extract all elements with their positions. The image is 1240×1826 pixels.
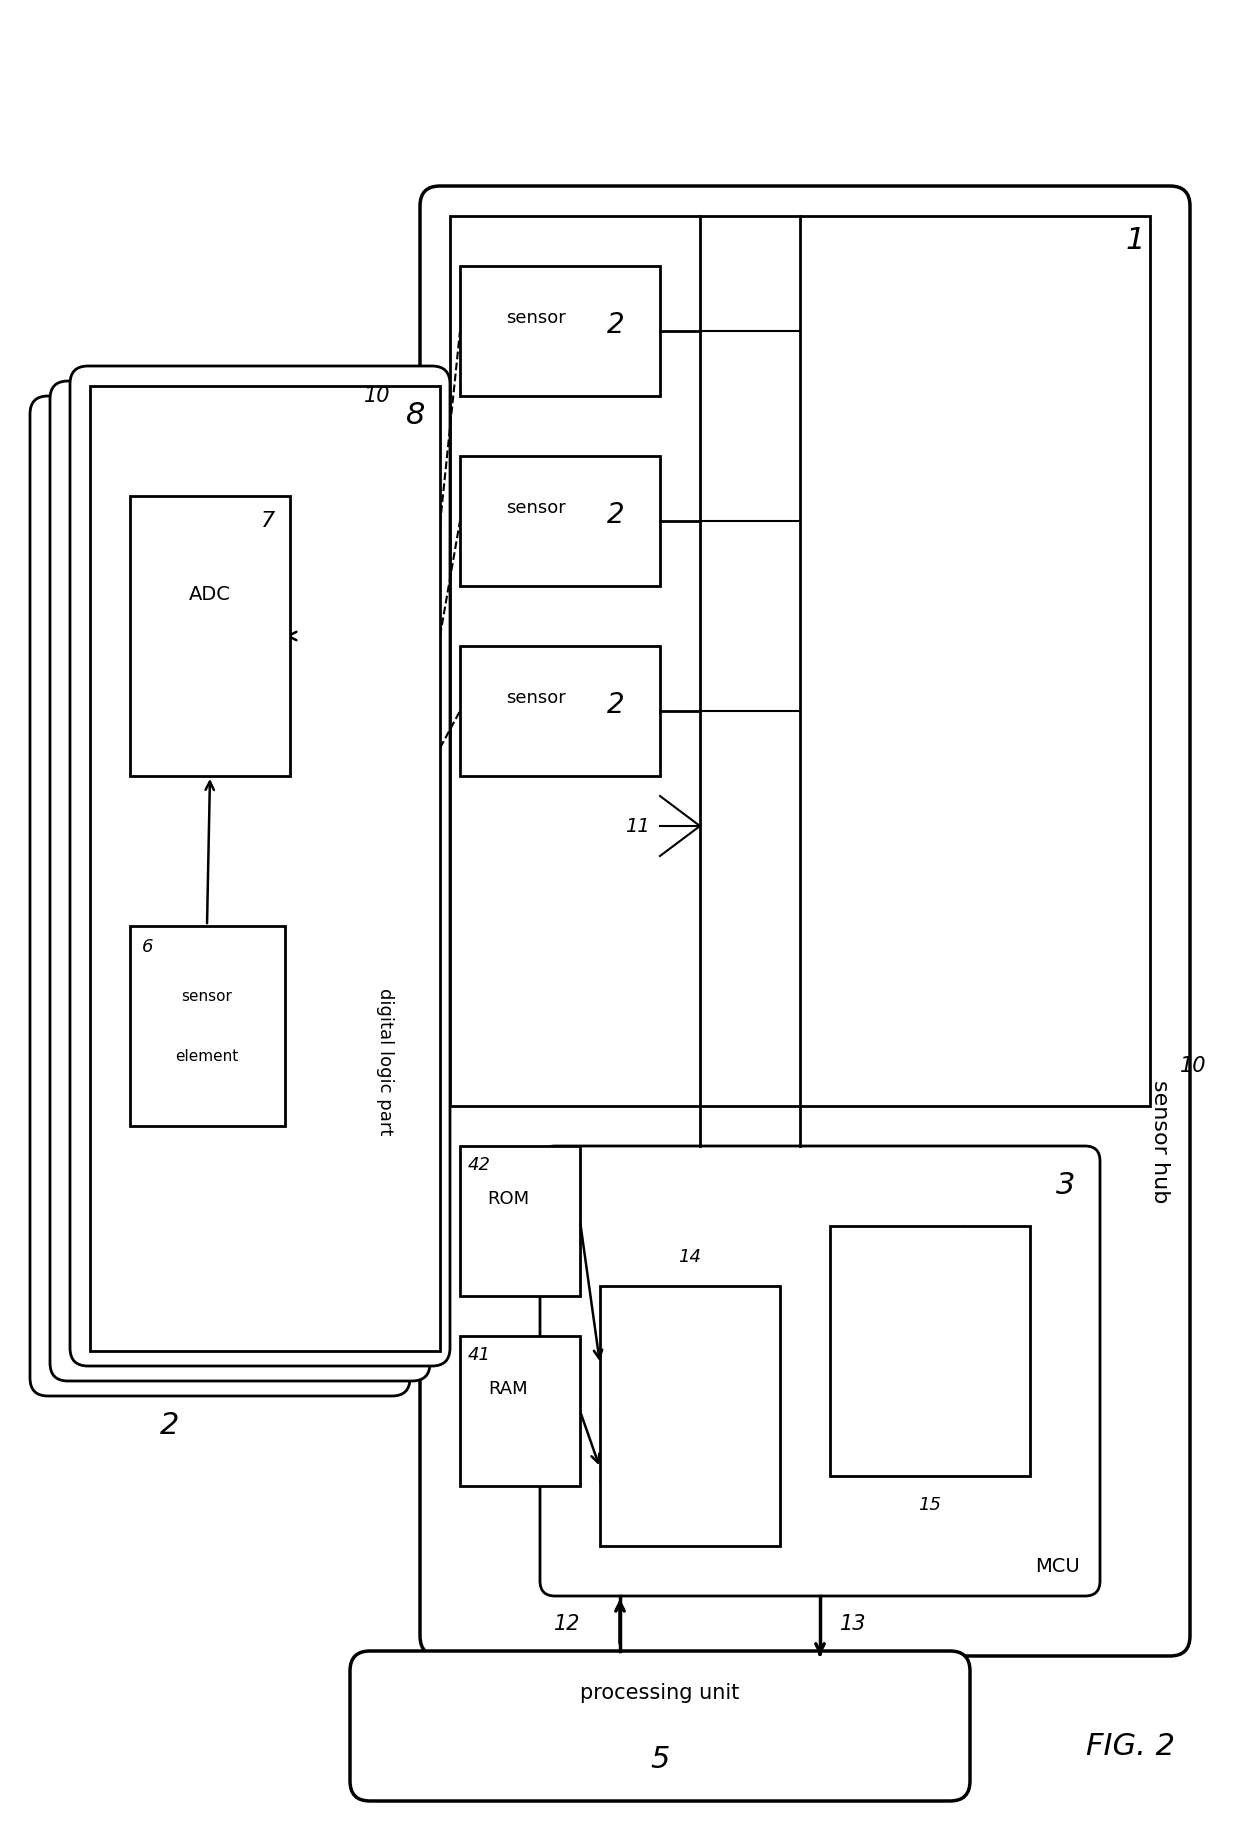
Text: 13: 13 xyxy=(839,1614,867,1634)
Text: 12: 12 xyxy=(553,1614,580,1634)
Text: 41: 41 xyxy=(467,1346,491,1364)
FancyBboxPatch shape xyxy=(30,396,410,1397)
Text: 5: 5 xyxy=(650,1744,670,1773)
Text: digital logic part: digital logic part xyxy=(376,988,394,1136)
Text: 2: 2 xyxy=(608,500,625,528)
Text: 2: 2 xyxy=(608,690,625,718)
Text: sensor: sensor xyxy=(506,309,565,327)
Text: 14: 14 xyxy=(678,1247,702,1265)
Bar xyxy=(130,926,285,1127)
Text: FIG. 2: FIG. 2 xyxy=(1085,1731,1174,1760)
Bar xyxy=(130,497,290,776)
Text: element: element xyxy=(175,1048,238,1063)
Text: processing unit: processing unit xyxy=(580,1684,740,1704)
Text: sensor: sensor xyxy=(506,688,565,707)
Text: MCU: MCU xyxy=(1035,1558,1080,1576)
Text: 1: 1 xyxy=(1126,226,1145,256)
FancyBboxPatch shape xyxy=(50,382,430,1380)
FancyBboxPatch shape xyxy=(350,1651,970,1800)
Text: 8: 8 xyxy=(405,402,425,429)
Text: 2: 2 xyxy=(608,310,625,338)
Text: 7: 7 xyxy=(260,511,275,531)
Text: 10: 10 xyxy=(1180,1055,1207,1076)
Text: 42: 42 xyxy=(467,1156,491,1174)
Text: ADC: ADC xyxy=(188,584,231,604)
Text: sensor: sensor xyxy=(506,498,565,517)
Bar xyxy=(460,1147,580,1296)
Bar xyxy=(600,1286,780,1547)
Text: 10: 10 xyxy=(363,385,391,405)
Text: ROM: ROM xyxy=(487,1189,529,1207)
Text: 6: 6 xyxy=(143,939,154,957)
FancyBboxPatch shape xyxy=(539,1147,1100,1596)
Text: 2: 2 xyxy=(160,1411,180,1441)
Text: 11: 11 xyxy=(625,816,650,836)
Text: sensor hub: sensor hub xyxy=(1149,1079,1171,1203)
Bar xyxy=(450,215,1149,1107)
Bar xyxy=(830,1225,1030,1475)
FancyBboxPatch shape xyxy=(420,186,1190,1656)
Bar xyxy=(460,456,660,586)
Bar xyxy=(460,267,660,396)
Text: 3: 3 xyxy=(1055,1170,1075,1200)
Text: sensor: sensor xyxy=(181,988,232,1004)
Text: 15: 15 xyxy=(919,1495,941,1514)
FancyBboxPatch shape xyxy=(69,365,450,1366)
Bar xyxy=(91,385,440,1351)
Bar xyxy=(460,1337,580,1486)
Text: RAM: RAM xyxy=(489,1379,528,1397)
Bar xyxy=(460,646,660,776)
